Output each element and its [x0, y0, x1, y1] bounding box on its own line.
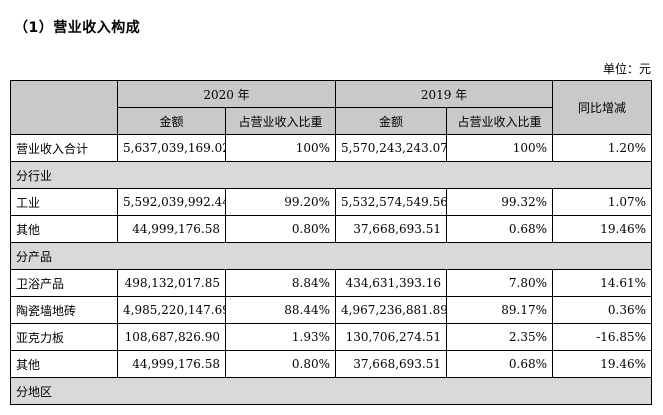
row-label: 其他	[10, 215, 118, 243]
header-row-cols: 金额 占营业收入比重 金额 占营业收入比重	[11, 107, 652, 135]
table-row: 卫浴产品 498,132,017.85 8.84% 434,631,393.16…	[10, 269, 653, 297]
group-row-product: 分产品	[9, 242, 653, 270]
revenue-table: 2020 年 2019 年 同比增减 金额 占营业收入比重 金额 占营业收入比重…	[9, 80, 653, 405]
total-label: 营业收入合计	[10, 134, 118, 162]
row-label: 其他	[10, 350, 118, 378]
row-pct2019: 7.80%	[446, 269, 554, 297]
row-label: 陶瓷墙地砖	[10, 296, 118, 324]
row-amt2020: 498,132,017.85	[117, 269, 226, 297]
row-label: 亚克力板	[10, 323, 118, 351]
unit-label: 单位：元	[602, 62, 651, 76]
total-row: 营业收入合计 5,637,039,169.02 100% 5,570,243,2…	[10, 134, 653, 162]
row-pct2019: 0.68%	[446, 215, 554, 243]
row-pct2019: 0.68%	[446, 350, 554, 378]
row-amt2019: 434,631,393.16	[335, 269, 448, 297]
total-yoy: 1.20%	[552, 134, 653, 162]
row-pct2020: 8.84%	[224, 269, 337, 297]
header-2020: 2020 年	[116, 80, 337, 108]
header-2019: 2019 年	[335, 80, 554, 108]
row-yoy: 14.61%	[552, 269, 653, 297]
table-row: 亚克力板 108,687,826.90 1.93% 130,706,274.51…	[10, 323, 653, 351]
row-pct2019: 2.35%	[446, 323, 554, 351]
row-amt2019: 130,706,274.51	[335, 323, 448, 351]
header-corner	[10, 80, 118, 135]
row-label: 工业	[10, 188, 118, 216]
table-row: 陶瓷墙地砖 4,985,220,147.69 88.44% 4,967,236,…	[10, 296, 653, 324]
row-pct2019: 99.32%	[446, 188, 554, 216]
row-yoy: 19.46%	[552, 350, 653, 378]
row-pct2020: 0.80%	[224, 215, 337, 243]
row-amt2019: 4,967,236,881.89	[335, 296, 448, 324]
row-amt2020: 44,999,176.58	[117, 350, 226, 378]
row-amt2020: 108,687,826.90	[117, 323, 226, 351]
row-amt2020: 44,999,176.58	[117, 215, 226, 243]
table-row: 工业 5,592,039,992.44 99.20% 5,532,574,549…	[10, 188, 653, 216]
table-row: 其他 44,999,176.58 0.80% 37,668,693.51 0.6…	[10, 215, 653, 243]
total-amt2019: 5,570,243,243.07	[335, 134, 448, 162]
row-amt2020: 4,985,220,147.69	[117, 296, 226, 324]
row-pct2020: 0.80%	[224, 350, 337, 378]
row-pct2019: 89.17%	[446, 296, 554, 324]
group-label: 分地区	[9, 377, 653, 405]
header-yoy: 同比增减	[552, 80, 653, 135]
row-amt2020: 5,592,039,992.44	[117, 188, 226, 216]
header-row-years: 2020 年 2019 年 同比增减	[10, 80, 653, 135]
row-label: 卫浴产品	[10, 269, 118, 297]
row-amt2019: 37,668,693.51	[335, 215, 448, 243]
header-ratio-2019: 占营业收入比重	[446, 107, 554, 135]
row-amt2019: 5,532,574,549.56	[335, 188, 448, 216]
row-amt2019: 37,668,693.51	[335, 350, 448, 378]
row-pct2020: 99.20%	[224, 188, 337, 216]
row-yoy: 1.07%	[552, 188, 653, 216]
total-pct2019: 100%	[446, 134, 554, 162]
group-row-industry: 分行业	[9, 161, 653, 189]
group-label: 分行业	[9, 161, 653, 189]
total-pct2020: 100%	[224, 134, 337, 162]
row-pct2020: 1.93%	[224, 323, 337, 351]
row-yoy: 19.46%	[552, 215, 653, 243]
header-ratio-2020: 占营业收入比重	[224, 107, 337, 135]
header-amount-2019: 金额	[335, 107, 448, 135]
header-amount-2020: 金额	[117, 107, 226, 135]
row-pct2020: 88.44%	[224, 296, 337, 324]
group-label: 分产品	[9, 242, 653, 270]
table-row: 其他 44,999,176.58 0.80% 37,668,693.51 0.6…	[10, 350, 653, 378]
group-row-region: 分地区	[9, 377, 653, 405]
section-heading: （1）营业收入构成	[14, 20, 141, 36]
row-yoy: 0.36%	[552, 296, 653, 324]
total-amt2020: 5,637,039,169.02	[117, 134, 226, 162]
row-yoy: -16.85%	[552, 323, 653, 351]
